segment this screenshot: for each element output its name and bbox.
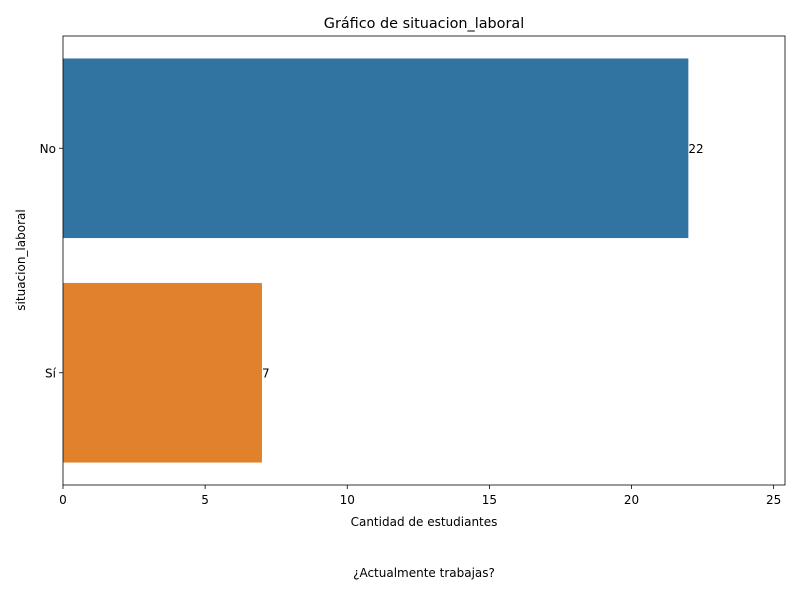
data-label-2: 7 [262, 366, 270, 380]
x-axis-label: Cantidad de estudiantes [351, 515, 498, 529]
x-tick-label-5: 20 [624, 493, 639, 507]
bar-2 [63, 282, 262, 463]
chart-caption: ¿Actualmente trabajas? [353, 566, 495, 580]
x-tick-label-6: 25 [766, 493, 781, 507]
data-label-1: 22 [688, 142, 703, 156]
x-ticks-layer: 0 5 10 15 20 25 [59, 485, 781, 507]
y-ticks-layer: No Sí [40, 142, 63, 380]
data-labels-layer: 22 7 [262, 142, 704, 381]
y-tick-label-2: Sí [45, 366, 57, 380]
bar-1 [63, 58, 689, 239]
bars-layer [63, 58, 689, 463]
x-tick-label-1: 0 [59, 493, 67, 507]
chart-title: Gráfico de situacion_laboral [324, 16, 524, 32]
x-tick-label-3: 10 [340, 493, 355, 507]
x-tick-label-2: 5 [201, 493, 209, 507]
plot-frame [62, 35, 786, 486]
x-tick-label-4: 15 [482, 493, 497, 507]
y-axis-label: situacion_laboral [14, 209, 28, 310]
y-tick-label-1: No [40, 142, 56, 156]
